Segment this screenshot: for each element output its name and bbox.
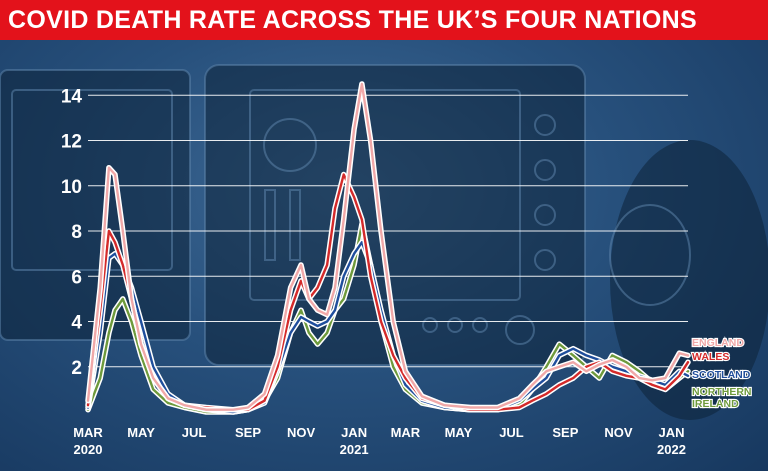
chart-title: COVID DEATH RATE ACROSS THE UK’S FOUR NA…: [0, 0, 768, 40]
x-tick-label: JUL: [182, 425, 207, 440]
x-tick-year-label: 2022: [657, 442, 686, 457]
x-tick-label: SEP: [235, 425, 261, 440]
x-tick-year-label: 2020: [74, 442, 103, 457]
x-axis: MAR 2020 MAY JUL SEP NOV JAN 2021 MAR MAY JUL SEP NO…: [73, 425, 686, 457]
x-tick-label: JUL: [499, 425, 524, 440]
y-tick-label: 10: [61, 177, 82, 198]
x-tick-label: NOV: [604, 425, 633, 440]
x-tick-label: JAN: [658, 425, 684, 440]
y-tick-label: 6: [71, 267, 82, 288]
series-line-scotland: [86, 241, 690, 414]
y-tick-label: 14: [61, 86, 83, 107]
x-tick-label: NOV: [287, 425, 316, 440]
x-tick-label: SEP: [552, 425, 578, 440]
y-tick-label: 8: [71, 222, 82, 243]
legend-item-scotland: SCOTLAND: [692, 369, 751, 381]
y-tick-label: 4: [71, 313, 82, 334]
legend-item-northern-ireland: NORTHERN IRELAND: [692, 386, 752, 410]
x-tick-label: JAN: [341, 425, 367, 440]
legend-item-wales: WALES: [692, 351, 729, 363]
y-tick-label: 12: [61, 132, 82, 153]
series-line-england: [86, 82, 690, 411]
x-tick-label: MAY: [445, 425, 473, 440]
legend-item-england: ENGLAND: [692, 337, 744, 349]
x-tick-label: MAY: [127, 425, 155, 440]
x-tick-label: MAR: [391, 425, 421, 440]
series-lines: [85, 81, 691, 415]
y-tick-label: 2: [71, 358, 82, 379]
x-tick-label: MAR: [73, 425, 103, 440]
x-tick-year-label: 2021: [340, 442, 369, 457]
legend: ENGLAND WALES SCOTLAND NORTHERN IRELAND: [691, 336, 753, 411]
y-axis: 2 4 6 8 10 12 14: [61, 86, 83, 378]
